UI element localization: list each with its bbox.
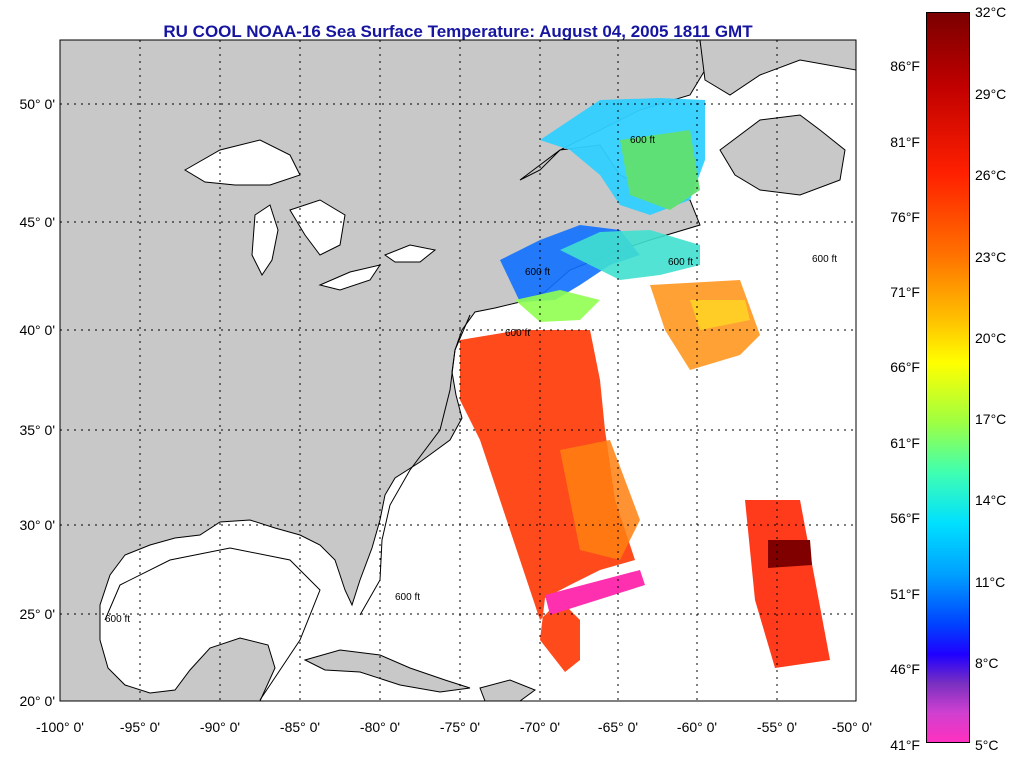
sst-map: 600 ft 600 ft 600 ft 600 ft 600 ft 600 f…: [19, 39, 872, 735]
contour-label: 600 ft: [505, 328, 530, 339]
colorbar-fahrenheit-label: 61°F: [890, 435, 920, 451]
sst-pink-band: [545, 570, 645, 615]
lon-label: -100° 0': [36, 719, 84, 735]
lon-label: -50° 0': [832, 719, 872, 735]
colorbar-fahrenheit-label: 66°F: [890, 359, 920, 375]
lat-label: 35° 0': [19, 422, 55, 438]
land-labrador: [699, 40, 856, 96]
colorbar-fahrenheit-label: 56°F: [890, 510, 920, 526]
lake-ontario: [383, 244, 437, 263]
colorbar-celsius-label: 11°C: [975, 574, 1006, 590]
colorbar-celsius-label: 26°C: [975, 167, 1007, 183]
sst-yellow-east: [690, 300, 750, 330]
colorbar-celsius-label: 8°C: [975, 655, 999, 671]
lon-label: -70° 0': [520, 719, 560, 735]
lat-label: 25° 0': [19, 606, 55, 622]
colorbar-celsius-label: 20°C: [975, 330, 1007, 346]
contour-label: 600 ft: [395, 592, 420, 603]
colorbar-fahrenheit-label: 51°F: [890, 586, 920, 602]
lake-huron: [289, 199, 346, 256]
lat-label: 50° 0': [19, 96, 55, 112]
lat-label: 40° 0': [19, 322, 55, 338]
colorbar-celsius-label: 32°C: [975, 4, 1007, 20]
sst-warm-east: [745, 500, 830, 668]
lon-axis: -100° 0' -95° 0' -90° 0' -85° 0' -80° 0'…: [36, 719, 872, 735]
lon-label: -80° 0': [360, 719, 400, 735]
colorbar-celsius-label: 17°C: [975, 411, 1007, 427]
contour-label: 600 ft: [105, 614, 130, 625]
sst-darkred-east: [768, 540, 812, 568]
land-newfoundland: [719, 114, 846, 196]
contour-label: 600 ft: [812, 254, 837, 265]
lake-superior: [184, 139, 301, 186]
sst-orange-swath: [560, 440, 640, 560]
lon-label: -60° 0': [677, 719, 717, 735]
lon-label: -75° 0': [440, 719, 480, 735]
colorbar-celsius-label: 5°C: [975, 737, 999, 753]
colorbar-fahrenheit-label: 76°F: [890, 209, 920, 225]
colorbar-fahrenheit-label: 71°F: [890, 284, 920, 300]
sst-green-shelf: [515, 290, 600, 322]
sst-cyan-maine: [560, 230, 700, 280]
colorbar-celsius-label: 23°C: [975, 249, 1007, 265]
colorbar-fahrenheit-label: 46°F: [890, 661, 920, 677]
lake-erie: [318, 264, 382, 291]
gridlines: [60, 40, 856, 701]
colorbar-celsius-label: 29°C: [975, 86, 1007, 102]
map-title: RU COOL NOAA-16 Sea Surface Temperature:…: [163, 22, 753, 41]
colorbar-fahrenheit-label: 81°F: [890, 134, 920, 150]
land-hispaniola: [479, 679, 537, 701]
plot-frame: [59, 39, 857, 702]
lon-label: -95° 0': [120, 719, 160, 735]
colorbar-fahrenheit-label: 86°F: [890, 58, 920, 74]
contour-label: 600 ft: [525, 267, 550, 278]
lat-axis: 50° 0' 45° 0' 40° 0' 35° 0' 30° 0' 25° 0…: [19, 96, 55, 709]
colorbar-fahrenheit-label: 41°F: [890, 737, 920, 753]
sst-warm-swath: [460, 330, 635, 672]
contour-label: 600 ft: [668, 257, 693, 268]
colorbar: [926, 12, 970, 743]
lon-label: -55° 0': [757, 719, 797, 735]
contour-600ft: [104, 314, 471, 701]
lat-label: 30° 0': [19, 517, 55, 533]
sst-green-north: [620, 130, 700, 210]
lon-label: -65° 0': [598, 719, 638, 735]
lon-label: -90° 0': [200, 719, 240, 735]
colorbar-celsius-label: 14°C: [975, 492, 1007, 508]
lat-label: 20° 0': [19, 693, 55, 709]
lon-label: -85° 0': [280, 719, 320, 735]
land-cuba: [303, 649, 471, 693]
contour-label: 600 ft: [630, 135, 655, 146]
lat-label: 45° 0': [19, 214, 55, 230]
